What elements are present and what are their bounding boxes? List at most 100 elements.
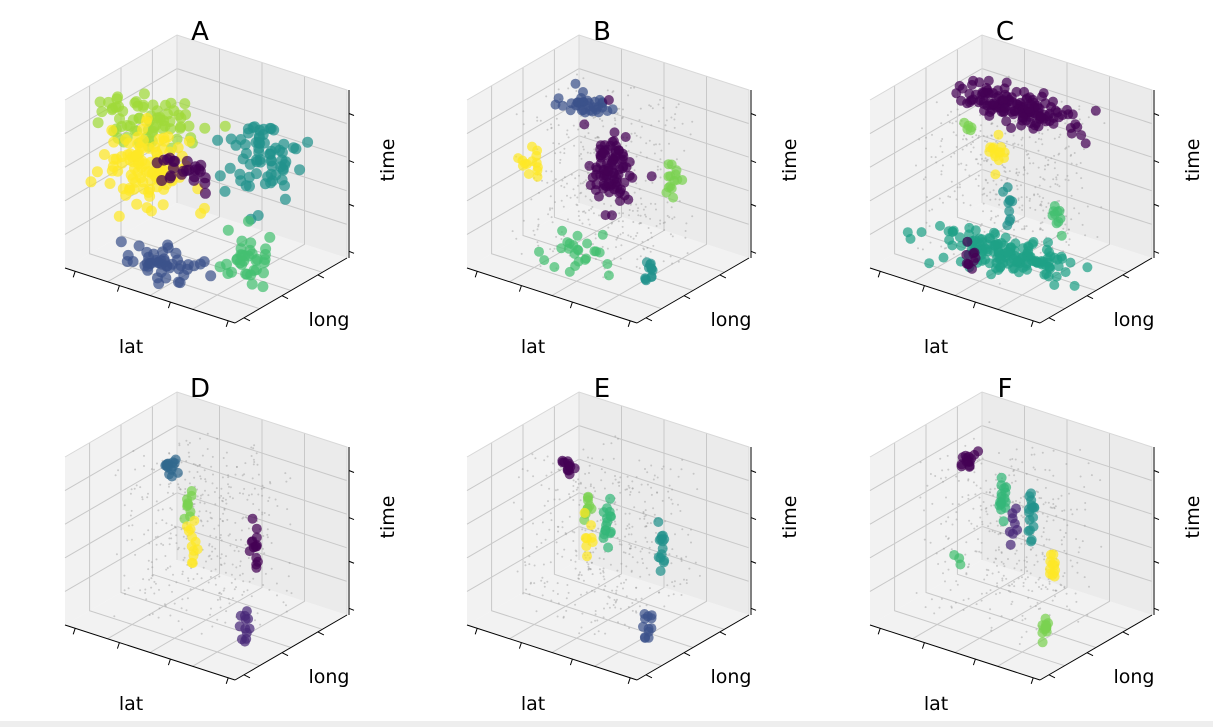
background-point [974, 493, 977, 496]
background-point [147, 529, 150, 532]
background-point [1075, 600, 1078, 603]
background-point [1039, 176, 1042, 179]
cluster-point [965, 125, 976, 136]
pane-edge [466, 391, 750, 615]
background-point [1014, 120, 1017, 123]
background-point [201, 493, 204, 496]
background-point [1041, 229, 1044, 232]
background-point [671, 488, 674, 491]
background-point [1013, 228, 1015, 231]
background-point [196, 488, 199, 491]
background-point [214, 577, 217, 580]
background-point [1064, 122, 1067, 125]
y-tick [1048, 674, 1056, 679]
background-point [575, 554, 578, 557]
background-point [552, 462, 554, 465]
background-point [995, 183, 998, 186]
background-point [192, 578, 195, 580]
background-point [1047, 501, 1050, 504]
background-point [224, 498, 227, 501]
background-point [555, 235, 558, 238]
background-point [570, 559, 572, 562]
background-point [550, 471, 553, 474]
background-point [992, 494, 995, 497]
background-point [950, 605, 953, 608]
background-point [992, 189, 995, 192]
background-point [585, 591, 588, 594]
y-tick [1086, 295, 1094, 300]
background-point [574, 549, 577, 552]
cluster-point [267, 175, 278, 187]
background-point [597, 136, 600, 139]
background-point [1048, 582, 1051, 585]
cluster-point [104, 178, 116, 189]
background-point [931, 133, 933, 136]
background-point [1040, 240, 1043, 243]
cluster-point [143, 142, 155, 154]
background-point [644, 536, 647, 539]
background-point [1002, 165, 1005, 168]
background-point [678, 200, 681, 203]
background-point [574, 560, 577, 563]
background-point [1038, 184, 1041, 187]
background-point [1038, 576, 1041, 579]
background-point [557, 602, 560, 605]
cluster-point [173, 109, 185, 121]
background-point [1063, 585, 1066, 588]
background-point [929, 241, 932, 244]
background-point [1067, 179, 1070, 182]
background-point [998, 203, 1001, 206]
background-point [543, 504, 546, 507]
background-point [680, 594, 683, 596]
background-point [934, 475, 937, 477]
background-point [537, 218, 540, 221]
background-point [1064, 178, 1067, 181]
background-point [1058, 152, 1061, 155]
background-point [656, 491, 659, 494]
background-point [1078, 546, 1081, 549]
cluster-point [1051, 271, 1062, 282]
background-point [1055, 514, 1058, 517]
background-point [687, 533, 690, 536]
background-point [667, 490, 670, 493]
background-point [644, 179, 647, 182]
background-point [572, 540, 575, 542]
cluster-point [593, 191, 604, 202]
background-point [999, 532, 1002, 535]
background-point [611, 482, 614, 485]
background-point [593, 148, 596, 151]
z-tick [1153, 203, 1160, 207]
cluster-point [988, 98, 999, 109]
background-point [578, 154, 581, 157]
background-point [582, 448, 585, 451]
background-point [989, 191, 992, 194]
background-point [1090, 474, 1093, 477]
background-point [181, 628, 183, 631]
cluster-point [219, 185, 231, 197]
background-point [592, 212, 595, 215]
background-point [540, 542, 543, 544]
x-axis-label: lat [924, 336, 948, 358]
background-point [637, 214, 640, 217]
grid-line [192, 433, 305, 667]
background-point [635, 182, 638, 185]
cluster-point [1013, 267, 1024, 278]
cluster-point [179, 513, 190, 524]
cluster-point [578, 87, 588, 97]
background-point [1036, 193, 1039, 196]
background-point [946, 454, 949, 457]
background-point [1022, 495, 1025, 498]
background-point [203, 502, 206, 505]
background-point [589, 485, 592, 488]
grid-line [912, 405, 1025, 640]
background-point [176, 548, 179, 551]
cluster-point [224, 162, 236, 174]
background-point [947, 195, 950, 198]
background-point [921, 127, 923, 130]
background-point [1044, 486, 1047, 489]
background-point [233, 588, 236, 591]
background-point [979, 163, 982, 166]
background-point [1013, 567, 1016, 570]
background-point [965, 572, 968, 575]
cluster-point [656, 534, 666, 545]
